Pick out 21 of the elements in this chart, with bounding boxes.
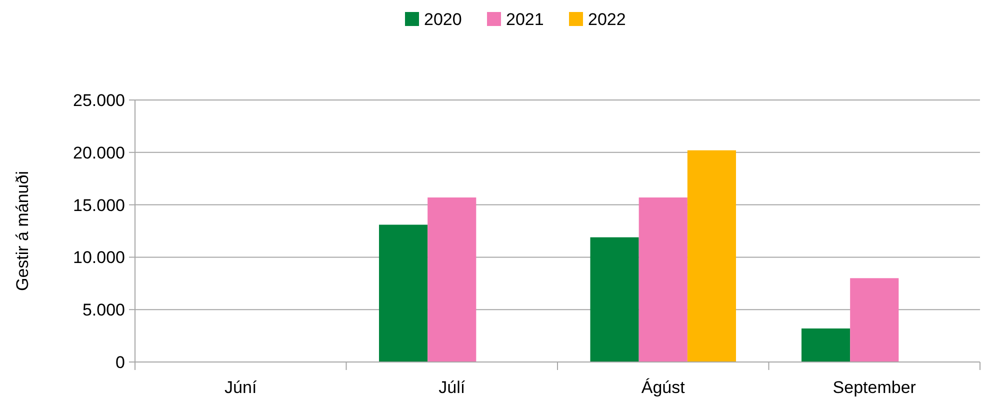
bar [687,150,736,362]
bar [428,197,476,362]
y-tick-label: 15.000 [73,196,125,215]
x-tick-label: September [832,378,916,397]
bar [801,328,850,362]
y-tick-label: 5.000 [82,300,125,320]
legend-label: 2021 [506,10,544,29]
legend-label: 2022 [588,10,626,29]
bar [638,197,688,362]
y-tick-label: 10.000 [73,248,125,268]
bar [378,224,428,362]
x-tick-label: Júlí [438,378,466,397]
bar [850,278,899,362]
bar [590,237,639,362]
x-tick-label: Ágúst [641,378,686,397]
y-axis-title: Gestir á mánuði [13,171,32,291]
y-tick-label: 20.000 [73,143,125,162]
y-tick-label: 25.000 [73,90,125,110]
y-tick-label: 0 [116,352,125,372]
legend-label: 2020 [424,10,462,29]
x-tick-label: Júní [224,378,257,397]
